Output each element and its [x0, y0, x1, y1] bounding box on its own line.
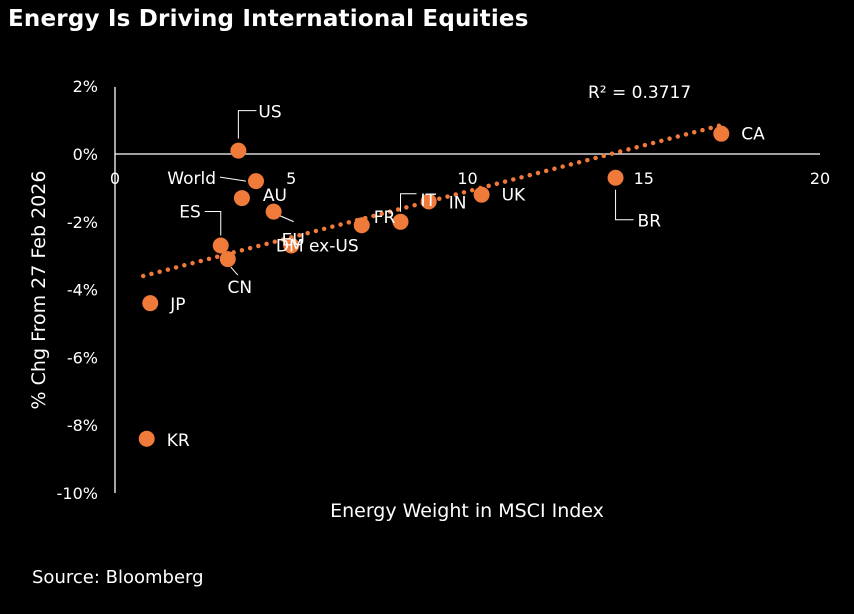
y-axis-label: % Chg From 27 Feb 2026	[28, 171, 50, 410]
point-ca	[713, 125, 730, 142]
label-kr: KR	[167, 431, 190, 451]
label-world: World	[167, 169, 216, 189]
source-note: Source: Bloomberg	[32, 567, 204, 588]
y-tick-label: 0%	[73, 145, 98, 164]
y-tick-label: -10%	[57, 484, 98, 503]
label-connectors	[204, 110, 634, 276]
point-cn	[219, 251, 236, 268]
point-dm-ex-us	[283, 237, 300, 254]
y-tick-label: -6%	[67, 348, 98, 367]
point-labels: US World AU EU ES DM ex-US CN FR IT IN UK BR CA JP KR	[167, 103, 765, 451]
point-fr	[353, 217, 370, 234]
x-tick-label: 5	[286, 169, 296, 188]
label-br: BR	[638, 212, 662, 232]
label-dm-ex-us: DM ex-US	[276, 237, 359, 257]
connector-it	[400, 193, 417, 212]
label-au: AU	[263, 186, 287, 206]
point-it	[392, 213, 409, 230]
y-tick-label: 2%	[73, 77, 98, 96]
connector-world	[219, 176, 247, 182]
point-br	[607, 169, 624, 186]
label-cn: CN	[228, 278, 253, 298]
label-es: ES	[179, 203, 201, 223]
connector-cn	[230, 266, 239, 276]
label-in: IN	[449, 193, 467, 213]
point-es	[212, 237, 229, 254]
data-points	[138, 125, 730, 447]
r-squared-annotation: R² = 0.3717	[588, 83, 691, 103]
x-axis-label: Energy Weight in MSCI Index	[330, 500, 604, 522]
connector-eu	[279, 215, 294, 223]
y-tick-label: -4%	[67, 281, 98, 300]
point-world	[248, 173, 264, 190]
connector-br	[615, 189, 634, 221]
connector-us	[237, 110, 257, 139]
chart-title: Energy Is Driving International Equities	[8, 6, 529, 32]
x-tick-label: 10	[457, 169, 477, 188]
point-eu	[265, 203, 282, 220]
x-tick-label: 0	[110, 169, 120, 188]
x-tick-label: 20	[810, 169, 830, 188]
point-us	[230, 142, 247, 159]
y-tick-label: -2%	[67, 213, 98, 232]
label-fr: FR	[374, 208, 396, 228]
label-eu: EU	[282, 231, 305, 251]
label-ca: CA	[741, 125, 765, 145]
label-jp: JP	[169, 295, 185, 315]
point-au	[233, 190, 250, 207]
point-in	[420, 193, 437, 210]
label-us: US	[258, 103, 281, 123]
x-tick-label: 15	[634, 169, 654, 188]
label-it: IT	[421, 191, 437, 211]
y-tick-label: -8%	[67, 416, 98, 435]
label-uk: UK	[502, 186, 526, 206]
point-uk	[473, 186, 490, 203]
connector-es	[204, 211, 222, 236]
point-kr	[138, 430, 155, 447]
axes: 0 5 10 15 20 2% 0% -2% -4% -6% -8% -10%	[57, 77, 831, 503]
point-jp	[142, 295, 159, 312]
